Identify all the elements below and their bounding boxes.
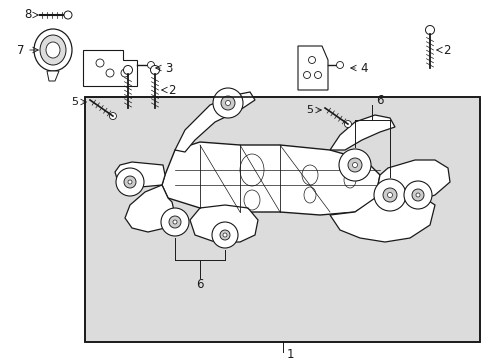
- Polygon shape: [190, 205, 258, 242]
- Bar: [85, 97, 479, 342]
- Circle shape: [169, 216, 181, 228]
- Circle shape: [386, 193, 392, 198]
- Text: 1: 1: [285, 347, 293, 360]
- Circle shape: [415, 193, 419, 197]
- Circle shape: [64, 11, 72, 19]
- Circle shape: [411, 189, 423, 201]
- Circle shape: [373, 179, 405, 211]
- Circle shape: [147, 62, 154, 68]
- Circle shape: [161, 208, 189, 236]
- Text: 8: 8: [24, 9, 32, 22]
- Ellipse shape: [34, 29, 72, 71]
- Circle shape: [336, 62, 343, 68]
- Polygon shape: [329, 115, 394, 150]
- Text: 5: 5: [71, 97, 78, 107]
- Text: 4: 4: [359, 62, 367, 75]
- Circle shape: [403, 181, 431, 209]
- Polygon shape: [175, 92, 254, 152]
- Circle shape: [212, 222, 238, 248]
- Polygon shape: [47, 71, 59, 81]
- Circle shape: [221, 96, 235, 110]
- Polygon shape: [125, 185, 175, 232]
- Circle shape: [124, 176, 136, 188]
- Circle shape: [173, 220, 177, 224]
- Circle shape: [220, 230, 229, 240]
- Text: 3: 3: [164, 62, 172, 75]
- Circle shape: [425, 26, 434, 35]
- Polygon shape: [115, 162, 164, 188]
- Ellipse shape: [40, 35, 66, 65]
- Circle shape: [225, 100, 230, 105]
- Circle shape: [347, 158, 361, 172]
- Circle shape: [338, 149, 370, 181]
- Circle shape: [344, 121, 351, 127]
- Text: 5: 5: [305, 105, 312, 115]
- Ellipse shape: [46, 42, 60, 58]
- Polygon shape: [83, 50, 137, 86]
- Text: 6: 6: [196, 279, 203, 292]
- Circle shape: [382, 188, 396, 202]
- Polygon shape: [297, 46, 327, 90]
- Circle shape: [109, 113, 116, 120]
- Circle shape: [128, 180, 132, 184]
- Polygon shape: [329, 192, 434, 242]
- Circle shape: [116, 168, 143, 196]
- Text: 2: 2: [168, 84, 175, 96]
- Bar: [85, 97, 479, 342]
- Circle shape: [213, 88, 243, 118]
- Circle shape: [150, 66, 159, 75]
- Polygon shape: [374, 160, 449, 202]
- Text: 7: 7: [18, 44, 25, 57]
- Text: 6: 6: [375, 94, 383, 107]
- Circle shape: [123, 66, 132, 75]
- Polygon shape: [162, 142, 379, 215]
- Circle shape: [352, 162, 357, 167]
- Text: 2: 2: [442, 44, 449, 57]
- Circle shape: [223, 233, 226, 237]
